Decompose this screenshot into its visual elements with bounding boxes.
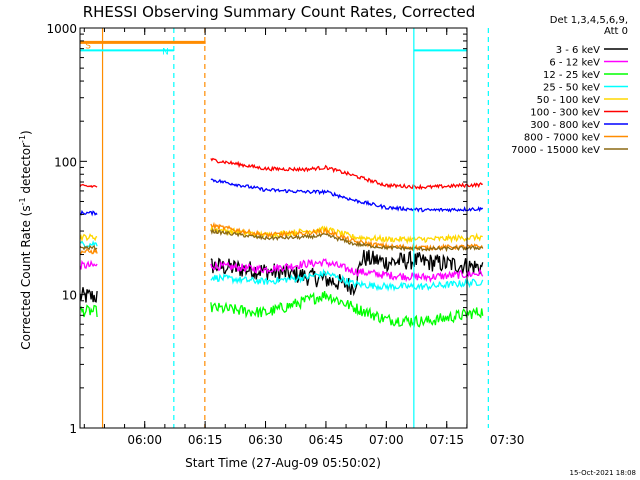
series-line-4-pre <box>79 239 98 249</box>
chart-title: RHESSI Observing Summary Count Rates, Co… <box>83 3 476 21</box>
series-line-3-post <box>210 291 484 329</box>
legend-header-1: Det 1,3,4,5,6,9, <box>550 15 628 26</box>
legend-label-6: 100 - 300 keV <box>530 108 600 119</box>
legend: Det 1,3,4,5,6,9,Att 0 3 - 6 keV 6 - 12 keV… <box>511 15 628 156</box>
x-tick-label-7: 07:30 <box>490 433 525 447</box>
y-tick-label-4: 1000 <box>46 22 77 36</box>
x-tick-label-6: 07:15 <box>429 433 464 447</box>
state-label-s: S <box>85 41 91 51</box>
y-tick-label-2: 10 <box>62 289 77 303</box>
y-axis-label: Corrected Count Rate (s-1 detector-1) <box>18 130 33 349</box>
series-line-5-pre <box>79 233 98 243</box>
x-tick-label-2: 06:15 <box>188 433 223 447</box>
series-line-9-post <box>210 227 484 253</box>
axes: 1 10 100 1000 06:00 06:15 06:30 06:45 07:00 07:15… <box>46 22 524 447</box>
legend-header-2: Att 0 <box>604 26 628 37</box>
x-tick-label-3: 06:30 <box>248 433 283 447</box>
series-line-6-pre <box>79 183 98 189</box>
legend-label-8: 800 - 7000 keV <box>524 133 600 144</box>
series-line-9-pre <box>79 244 98 251</box>
series-line-6-post <box>210 157 483 191</box>
legend-label-9: 7000 - 15000 keV <box>511 145 600 156</box>
plot-frame <box>79 27 468 429</box>
x-tick-label-4: 06:45 <box>309 433 344 447</box>
x-tick-label-1: 06:00 <box>127 433 162 447</box>
x-tick-label-5: 07:00 <box>369 433 404 447</box>
legend-label-7: 300 - 800 keV <box>530 120 600 131</box>
footer-date: 15-Oct-2021 18:08 <box>570 469 636 477</box>
plot-area: SN <box>79 28 489 428</box>
legend-label-3: 12 - 25 keV <box>543 70 600 81</box>
series-line-7-pre <box>79 209 98 217</box>
legend-label-4: 25 - 50 keV <box>543 83 600 94</box>
series-line-3-pre <box>79 304 98 318</box>
y-tick-label-1: 1 <box>69 422 77 436</box>
y-tick-label-3: 100 <box>54 155 77 169</box>
series-line-8-pre <box>79 248 98 255</box>
legend-label-1: 3 - 6 keV <box>556 45 600 56</box>
legend-label-2: 6 - 12 keV <box>549 58 600 69</box>
series-line-7-post <box>210 178 484 213</box>
state-label-n: N <box>162 47 169 57</box>
series-line-1-post <box>210 249 484 297</box>
series-line-2-pre <box>79 259 98 270</box>
series-line-2-post <box>210 258 484 283</box>
legend-label-5: 50 - 100 keV <box>537 95 601 106</box>
series-line-1-pre <box>79 287 98 303</box>
series-line-4-post <box>210 268 484 292</box>
x-axis-label: Start Time (27-Aug-09 05:50:02) <box>185 456 381 470</box>
